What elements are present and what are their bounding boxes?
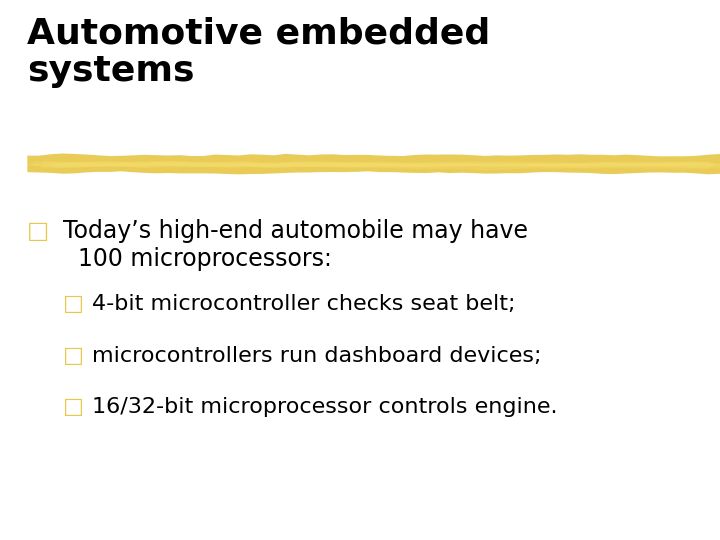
Text: Automotive embedded
systems: Automotive embedded systems — [27, 16, 490, 88]
Text: □: □ — [63, 397, 84, 417]
Text: Today’s high-end automobile may have
  100 microprocessors:: Today’s high-end automobile may have 100… — [63, 219, 528, 272]
Text: □: □ — [27, 219, 50, 242]
Text: □: □ — [63, 346, 84, 366]
Text: 16/32-bit microprocessor controls engine.: 16/32-bit microprocessor controls engine… — [92, 397, 558, 417]
Text: □: □ — [63, 294, 84, 314]
Polygon shape — [27, 153, 720, 174]
Text: microcontrollers run dashboard devices;: microcontrollers run dashboard devices; — [92, 346, 541, 366]
Text: 4-bit microcontroller checks seat belt;: 4-bit microcontroller checks seat belt; — [92, 294, 516, 314]
